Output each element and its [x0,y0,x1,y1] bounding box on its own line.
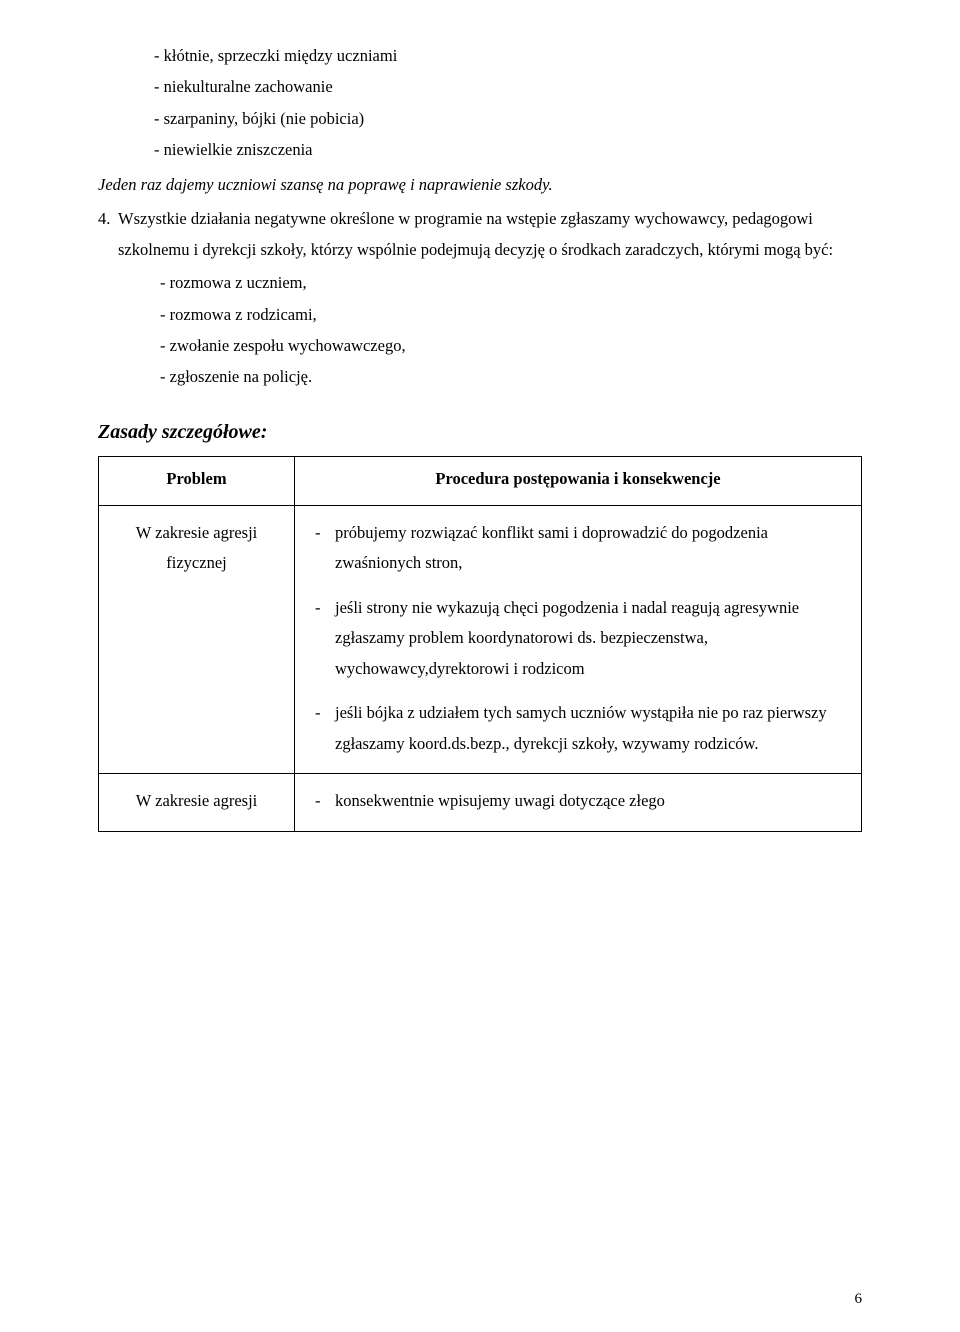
row-items: - próbujemy rozwiązać konflikt sami i do… [295,505,862,774]
row-label: W zakresie agresji fizycznej [99,505,295,774]
dash-icon: - [309,786,335,817]
row-label: W zakresie agresji [99,774,295,832]
list-item: - zgłoszenie na policję. [160,361,862,392]
list-item: - niewielkie zniszczenia [154,134,862,165]
list-item: - niekulturalne zachowanie [154,71,862,102]
dash-icon: - [309,518,335,579]
italic-note: Jeden raz dajemy uczniowi szansę na popr… [98,169,862,200]
list-item: - rozmowa z uczniem, [160,267,862,298]
rules-table: Problem Procedura postępowania i konsekw… [98,456,862,832]
row-items: - konsekwentnie wpisujemy uwagi dotycząc… [295,774,862,832]
table-row: W zakresie agresji - konsekwentnie wpisu… [99,774,862,832]
item-text: jeśli strony nie wykazują chęci pogodzen… [335,593,847,685]
item-text: jeśli bójka z udziałem tych samych uczni… [335,698,847,759]
item-text: próbujemy rozwiązać konflikt sami i dopr… [335,518,847,579]
item-text: konsekwentnie wpisujemy uwagi dotyczące … [335,786,847,817]
numbered-index: 4. [98,203,118,266]
top-bullet-list: - kłótnie, sprzeczki między uczniami - n… [154,40,862,165]
table-header-procedure: Procedura postępowania i konsekwencje [295,456,862,505]
page-number: 6 [855,1291,863,1308]
list-item: - próbujemy rozwiązać konflikt sami i do… [309,518,847,579]
numbered-text: Wszystkie działania negatywne określone … [118,203,862,266]
table-row: W zakresie agresji fizycznej - próbujemy… [99,505,862,774]
section-title: Zasady szczegółowe: [98,421,862,444]
table-header-problem: Problem [99,456,295,505]
list-item: - jeśli bójka z udziałem tych samych ucz… [309,698,847,759]
dash-icon: - [309,593,335,685]
list-item: - jeśli strony nie wykazują chęci pogodz… [309,593,847,685]
list-item: - kłótnie, sprzeczki między uczniami [154,40,862,71]
sub-bullet-list: - rozmowa z uczniem, - rozmowa z rodzica… [160,267,862,392]
list-item: - rozmowa z rodzicami, [160,299,862,330]
list-item: - zwołanie zespołu wychowawczego, [160,330,862,361]
numbered-paragraph: 4. Wszystkie działania negatywne określo… [98,203,862,266]
table-header-row: Problem Procedura postępowania i konsekw… [99,456,862,505]
list-item: - konsekwentnie wpisujemy uwagi dotycząc… [309,786,847,817]
dash-icon: - [309,698,335,759]
list-item: - szarpaniny, bójki (nie pobicia) [154,103,862,134]
